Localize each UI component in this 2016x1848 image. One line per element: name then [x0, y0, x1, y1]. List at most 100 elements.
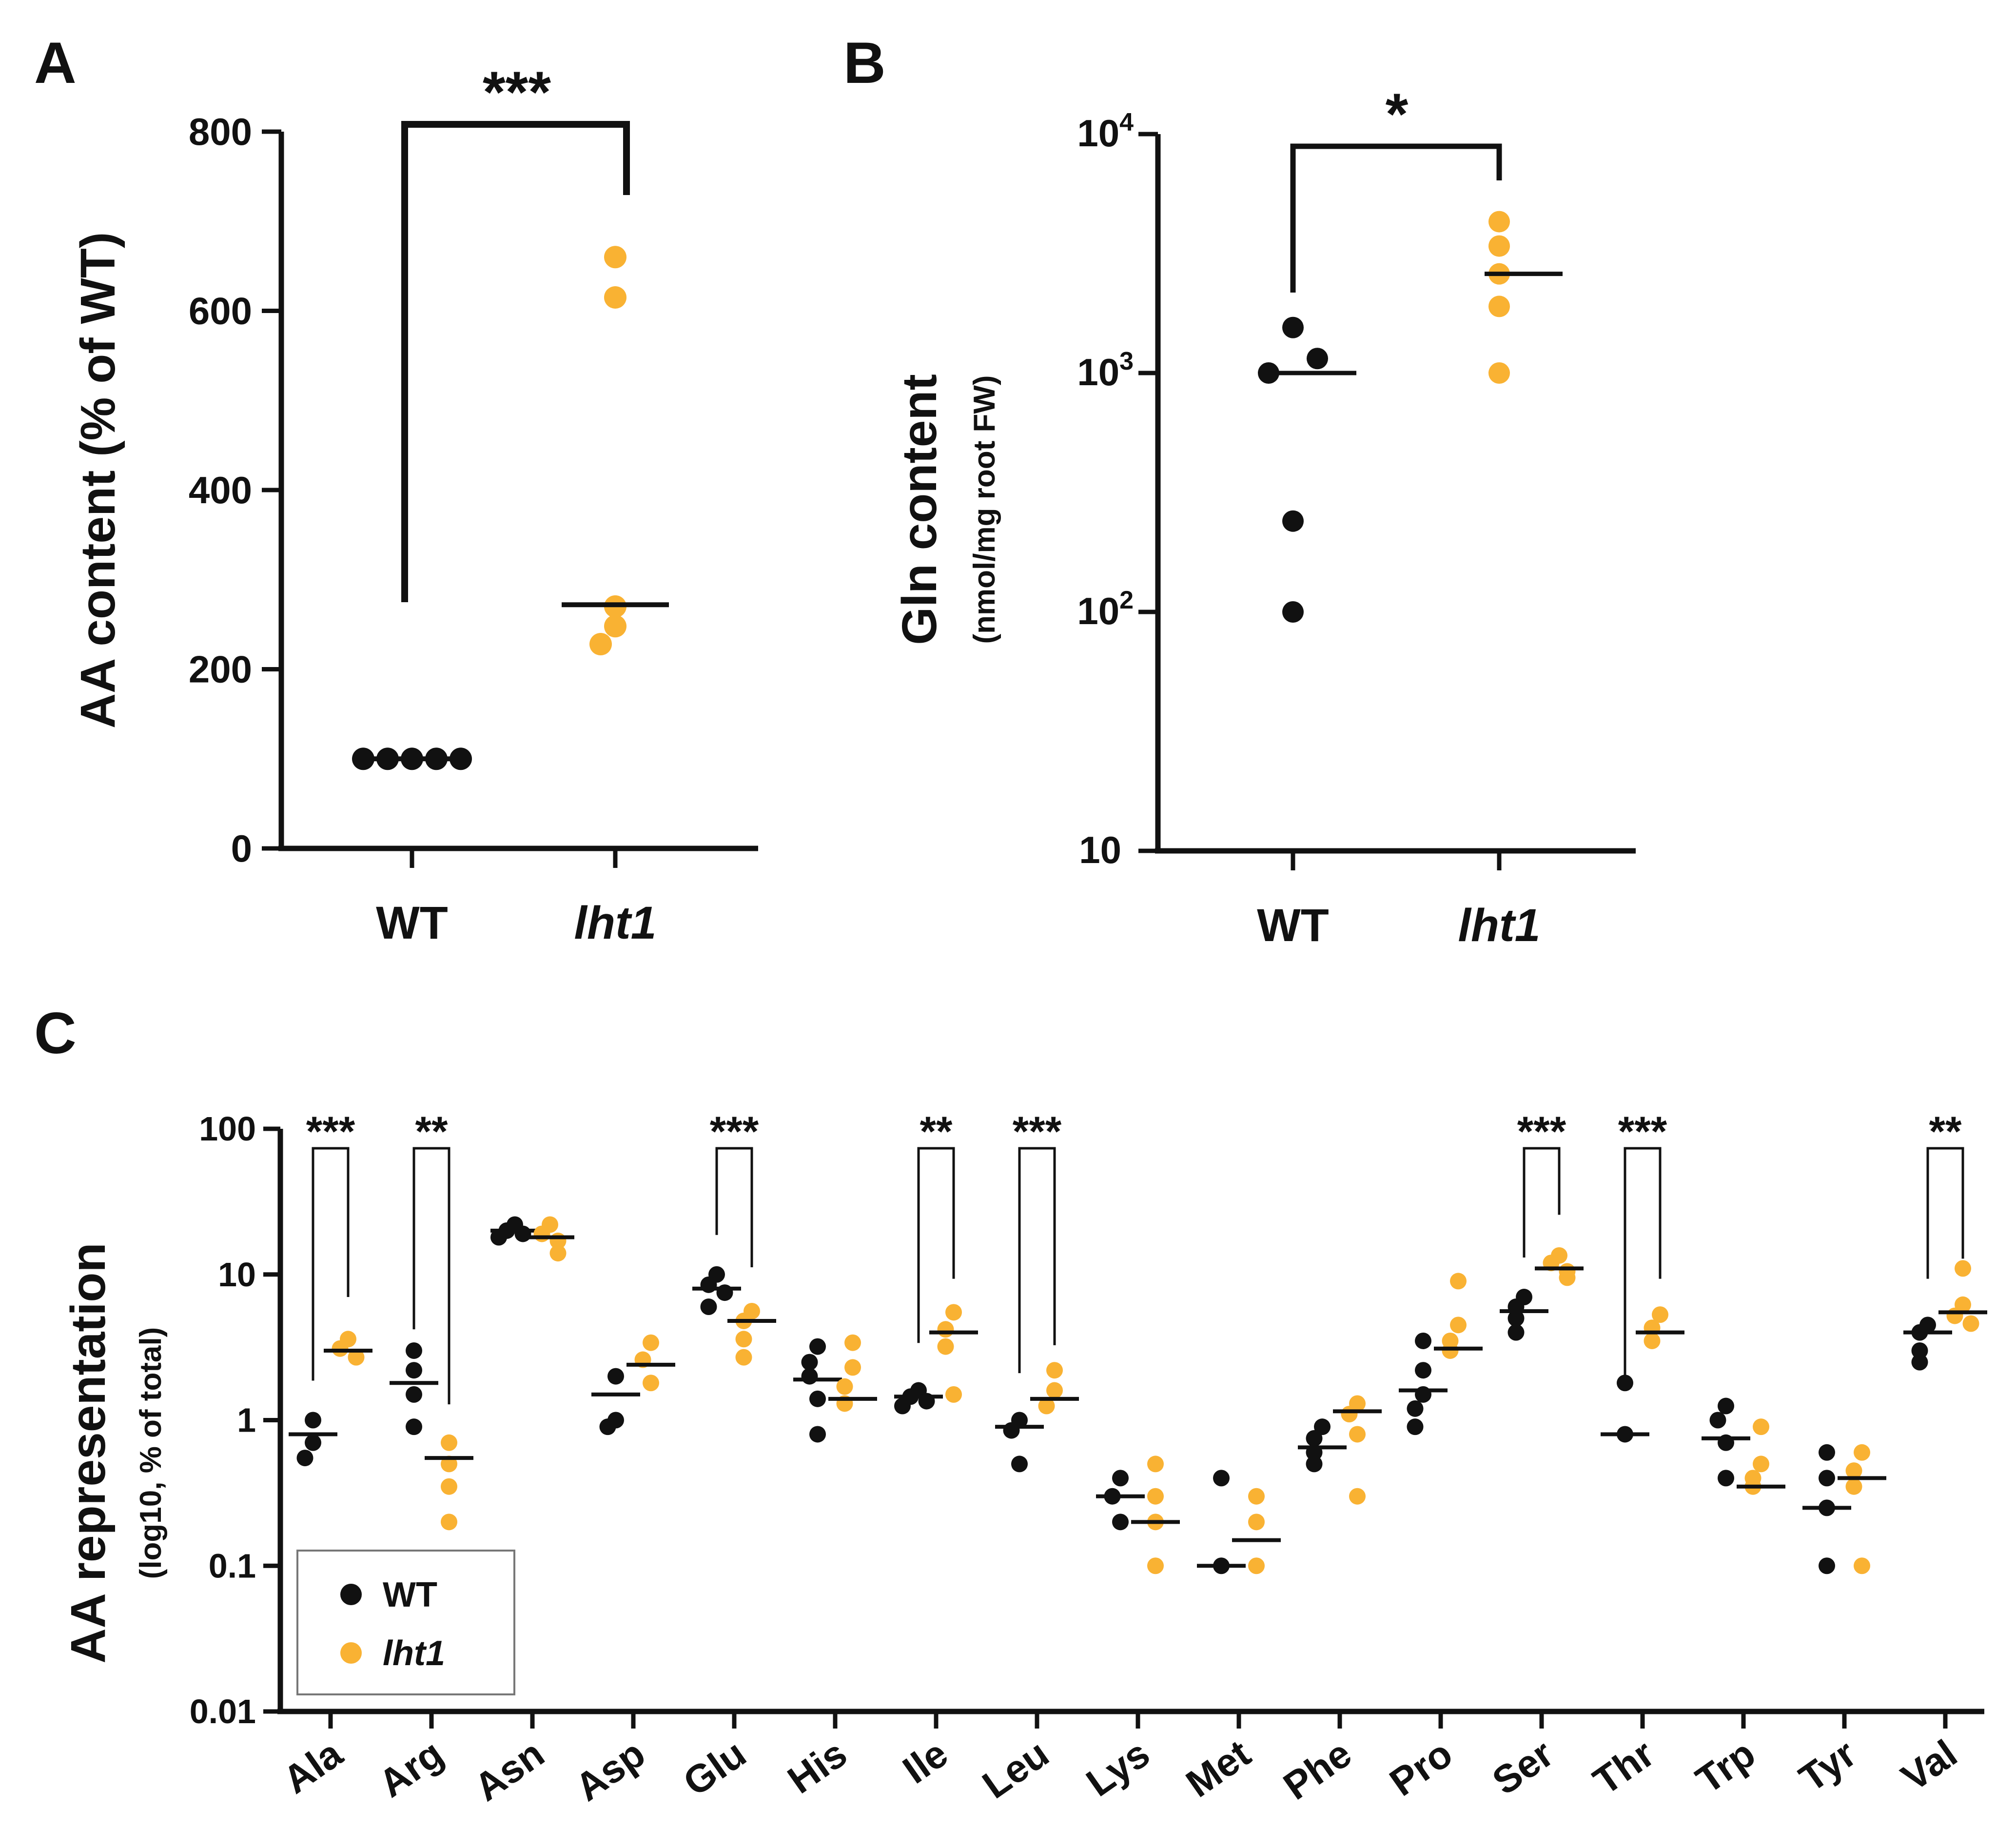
chart-c-point-wt: [1911, 1354, 1928, 1371]
chart-c-point-lht1: [1854, 1557, 1870, 1574]
chart-c-point-wt: [1507, 1310, 1525, 1327]
chart-b-ylabel: Gln content: [892, 374, 947, 645]
chart-c-point-wt: [1819, 1444, 1835, 1461]
chart-c-point-lht1: [441, 1478, 457, 1495]
chart-c-point-wt: [406, 1362, 422, 1379]
chart-c-point-wt: [809, 1426, 826, 1443]
chart-c-point-wt: [296, 1450, 313, 1467]
chart-c-point-wt: [1415, 1332, 1431, 1349]
chart-c-xtick-label: Ala: [275, 1731, 350, 1802]
chart-c-point-wt: [1112, 1470, 1129, 1487]
chart-c-sig-label: ***: [306, 1108, 355, 1155]
chart-c-point-lht1: [735, 1331, 752, 1348]
chart-a-point-lht1: [604, 615, 626, 638]
chart-c-sig-label: ***: [1013, 1108, 1062, 1155]
chart-b-ytick-label: 10: [1079, 828, 1121, 871]
chart-c-point-lht1: [844, 1359, 861, 1376]
chart-b-point-wt: [1282, 316, 1304, 338]
chart-c-point-lht1: [1248, 1514, 1265, 1531]
chart-c-xtick-label: Pro: [1382, 1731, 1460, 1804]
chart-c-point-lht1: [735, 1349, 752, 1366]
chart-c-point-wt: [1306, 1455, 1323, 1473]
chart-a-point-lht1: [604, 286, 626, 309]
chart-a-point-lht1: [604, 246, 626, 269]
chart-b-xtick-label: WT: [1257, 900, 1329, 951]
chart-b-ytick-label: 102: [1077, 586, 1134, 632]
chart-c-point-wt: [801, 1354, 818, 1371]
chart-b-point-lht1: [1488, 211, 1510, 233]
chart-c-point-wt: [607, 1368, 624, 1385]
chart-c-point-wt: [1415, 1362, 1431, 1379]
chart-c-point-wt: [801, 1368, 818, 1385]
chart-c-point-lht1: [1962, 1315, 1979, 1332]
legend-swatch-lht1: [340, 1642, 362, 1664]
chart-c-ylabel: AA representation: [61, 1242, 116, 1663]
chart-c-point-lht1: [945, 1304, 962, 1321]
chart-c-point-lht1: [1845, 1462, 1862, 1479]
chart-a-xtick-label: lht1: [574, 897, 657, 949]
legend-swatch-wt: [340, 1584, 362, 1605]
chart-c-sig-bracket: [715, 1147, 753, 1267]
chart-c-point-wt: [1011, 1455, 1028, 1473]
chart-c-point-wt: [1617, 1375, 1633, 1392]
chart-c-point-lht1: [348, 1349, 365, 1366]
chart-c-legend: WT lht1: [296, 1550, 515, 1695]
chart-c-point-wt: [894, 1397, 911, 1415]
chart-c-ytick-label: 0.1: [209, 1547, 256, 1585]
chart-c-xtick-label: Arg: [371, 1731, 451, 1806]
chart-c-point-lht1: [441, 1514, 457, 1531]
chart-c-point-lht1: [1349, 1488, 1366, 1505]
chart-c-point-lht1: [1559, 1269, 1576, 1286]
chart-c-xtick-label: Asn: [467, 1731, 552, 1809]
chart-c-sig-bracket: [1624, 1147, 1662, 1381]
chart-c-point-wt: [1306, 1430, 1323, 1447]
chart-c-point-wt: [1003, 1422, 1020, 1439]
chart-c-xtick-label: Glu: [675, 1731, 753, 1804]
chart-c-point-wt: [1709, 1412, 1726, 1429]
chart-c: AA representation (log10, % of total) 0.…: [61, 1108, 1987, 1809]
chart-c-xtick-label: Val: [1894, 1731, 1965, 1799]
chart-c-sig-bracket: [1018, 1147, 1056, 1374]
chart-c-point-lht1: [1147, 1557, 1164, 1574]
chart-b-point-wt: [1282, 510, 1304, 532]
chart-c-point-lht1: [1046, 1382, 1063, 1399]
chart-c-sig-bracket: [1523, 1147, 1561, 1258]
chart-a-sig-label: ***: [483, 59, 551, 125]
chart-b-ytick-label: 103: [1077, 347, 1134, 393]
chart-a: AA content (% of WT) 0 200 400 600 800 WT lht…: [71, 59, 758, 949]
chart-c-point-lht1: [1955, 1260, 1971, 1277]
chart-c-point-lht1: [441, 1434, 457, 1451]
chart-c-point-lht1: [1450, 1317, 1467, 1334]
chart-b-point-lht1: [1488, 362, 1510, 384]
chart-c-sig-bracket: [1926, 1147, 1964, 1279]
chart-c-point-wt: [1819, 1470, 1835, 1487]
chart-b-point-lht1: [1488, 295, 1510, 317]
chart-b: Gln content (nmol/mg root FW) 10 102 103 10…: [892, 81, 1636, 951]
chart-b-point-lht1: [1488, 235, 1510, 257]
chart-c-point-wt: [700, 1276, 717, 1293]
panel-letter-b: B: [843, 30, 886, 96]
chart-c-point-lht1: [836, 1378, 853, 1395]
panel-letter-a: A: [34, 30, 77, 96]
chart-c-point-wt: [406, 1386, 422, 1403]
chart-c-ylabel-sub: (log10, % of total): [134, 1327, 168, 1579]
chart-c-point-lht1: [1845, 1478, 1862, 1495]
chart-a-ytick-label: 200: [189, 648, 252, 691]
chart-c-point-wt: [406, 1342, 422, 1359]
chart-c-point-wt: [490, 1229, 507, 1246]
chart-c-point-wt: [1911, 1342, 1928, 1359]
chart-b-point-wt: [1307, 348, 1328, 370]
chart-c-xtick-label: Leu: [975, 1731, 1057, 1807]
chart-c-point-lht1: [1147, 1455, 1164, 1473]
chart-a-ytick-label: 600: [189, 290, 252, 333]
chart-c-point-wt: [809, 1338, 826, 1355]
chart-a-ytick-label: 0: [231, 827, 252, 870]
chart-b-ytick-label: 104: [1077, 108, 1134, 155]
chart-c-point-wt: [406, 1418, 422, 1435]
chart-b-point-wt: [1282, 601, 1304, 623]
chart-c-point-lht1: [1652, 1306, 1668, 1323]
chart-c-point-lht1: [1349, 1426, 1366, 1443]
chart-c-sig-label: ***: [1517, 1108, 1566, 1155]
chart-b-xtick-label: lht1: [1458, 900, 1541, 951]
chart-c-point-wt: [700, 1298, 717, 1316]
